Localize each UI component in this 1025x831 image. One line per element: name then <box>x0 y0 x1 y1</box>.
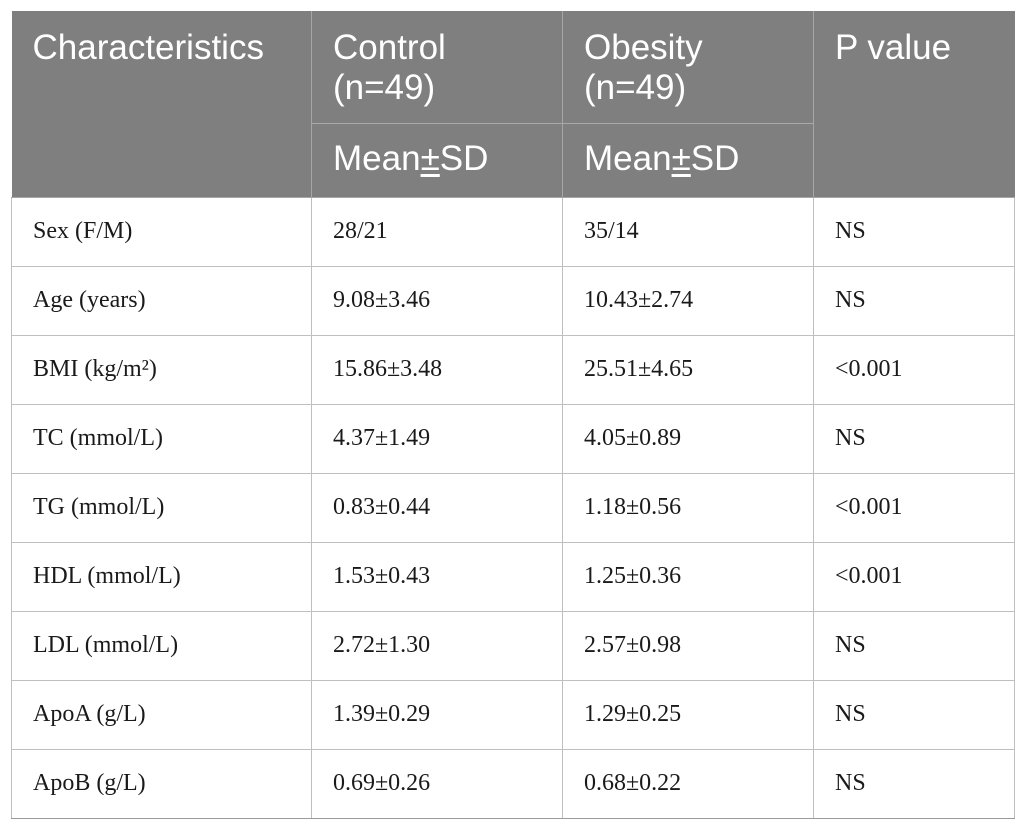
table-row: LDL (mmol/L) 2.72±1.30 2.57±0.98 NS <box>11 610 1015 681</box>
obesity-value: 2.57±0.98 <box>562 610 814 681</box>
plus-minus-sign: ± <box>671 139 691 178</box>
p-value: <0.001 <box>813 334 1015 405</box>
control-value: 0.83±0.44 <box>311 472 563 543</box>
row-label: HDL (mmol/L) <box>11 541 312 612</box>
obesity-value: 10.43±2.74 <box>562 265 814 336</box>
table-row: Age (years) 9.08±3.46 10.43±2.74 NS <box>11 265 1015 336</box>
control-value: 28/21 <box>311 196 563 267</box>
header-obesity-line1: Obesity <box>584 28 703 67</box>
header-control-line2: (n=49) <box>333 68 436 107</box>
mean-sd-label: Mean±SD <box>333 139 489 178</box>
p-value: NS <box>813 610 1015 681</box>
obesity-value: 1.25±0.36 <box>562 541 814 612</box>
table-header: Characteristics Control (n=49) Obesity (… <box>11 11 1015 198</box>
row-label: LDL (mmol/L) <box>11 610 312 681</box>
obesity-value: 1.29±0.25 <box>562 679 814 750</box>
p-value: NS <box>813 265 1015 336</box>
control-value: 0.69±0.26 <box>311 748 563 819</box>
p-value: NS <box>813 679 1015 750</box>
table-row: ApoB (g/L) 0.69±0.26 0.68±0.22 NS <box>11 748 1015 819</box>
header-control-group: Control (n=49) <box>311 11 563 124</box>
control-value: 2.72±1.30 <box>311 610 563 681</box>
obesity-value: 35/14 <box>562 196 814 267</box>
header-obesity-mean-sd: Mean±SD <box>562 123 814 198</box>
p-value: <0.001 <box>813 472 1015 543</box>
control-value: 4.37±1.49 <box>311 403 563 474</box>
control-value: 15.86±3.48 <box>311 334 563 405</box>
table-row: TC (mmol/L) 4.37±1.49 4.05±0.89 NS <box>11 403 1015 474</box>
table-row: HDL (mmol/L) 1.53±0.43 1.25±0.36 <0.001 <box>11 541 1015 612</box>
characteristics-table: Characteristics Control (n=49) Obesity (… <box>11 11 1015 819</box>
plus-minus-sign: ± <box>420 139 440 178</box>
row-label: Age (years) <box>11 265 312 336</box>
obesity-value: 0.68±0.22 <box>562 748 814 819</box>
obesity-value: 25.51±4.65 <box>562 334 814 405</box>
header-p-value: P value <box>813 11 1015 198</box>
obesity-value: 1.18±0.56 <box>562 472 814 543</box>
table-row: BMI (kg/m²) 15.86±3.48 25.51±4.65 <0.001 <box>11 334 1015 405</box>
control-value: 1.53±0.43 <box>311 541 563 612</box>
p-value: <0.001 <box>813 541 1015 612</box>
row-label: Sex (F/M) <box>11 196 312 267</box>
row-label: TG (mmol/L) <box>11 472 312 543</box>
p-value: NS <box>813 196 1015 267</box>
table-body: Sex (F/M) 28/21 35/14 NS Age (years) 9.0… <box>11 196 1015 819</box>
mean-sd-label: Mean±SD <box>584 139 740 178</box>
header-characteristics: Characteristics <box>11 11 312 198</box>
header-obesity-group: Obesity (n=49) <box>562 11 814 124</box>
row-label: BMI (kg/m²) <box>11 334 312 405</box>
obesity-value: 4.05±0.89 <box>562 403 814 474</box>
row-label: ApoB (g/L) <box>11 748 312 819</box>
row-label: TC (mmol/L) <box>11 403 312 474</box>
control-value: 1.39±0.29 <box>311 679 563 750</box>
p-value: NS <box>813 748 1015 819</box>
table-row: TG (mmol/L) 0.83±0.44 1.18±0.56 <0.001 <box>11 472 1015 543</box>
header-control-line1: Control <box>333 28 446 67</box>
header-control-mean-sd: Mean±SD <box>311 123 563 198</box>
row-label: ApoA (g/L) <box>11 679 312 750</box>
control-value: 9.08±3.46 <box>311 265 563 336</box>
table-row: ApoA (g/L) 1.39±0.29 1.29±0.25 NS <box>11 679 1015 750</box>
header-obesity-line2: (n=49) <box>584 68 687 107</box>
p-value: NS <box>813 403 1015 474</box>
table-row: Sex (F/M) 28/21 35/14 NS <box>11 196 1015 267</box>
